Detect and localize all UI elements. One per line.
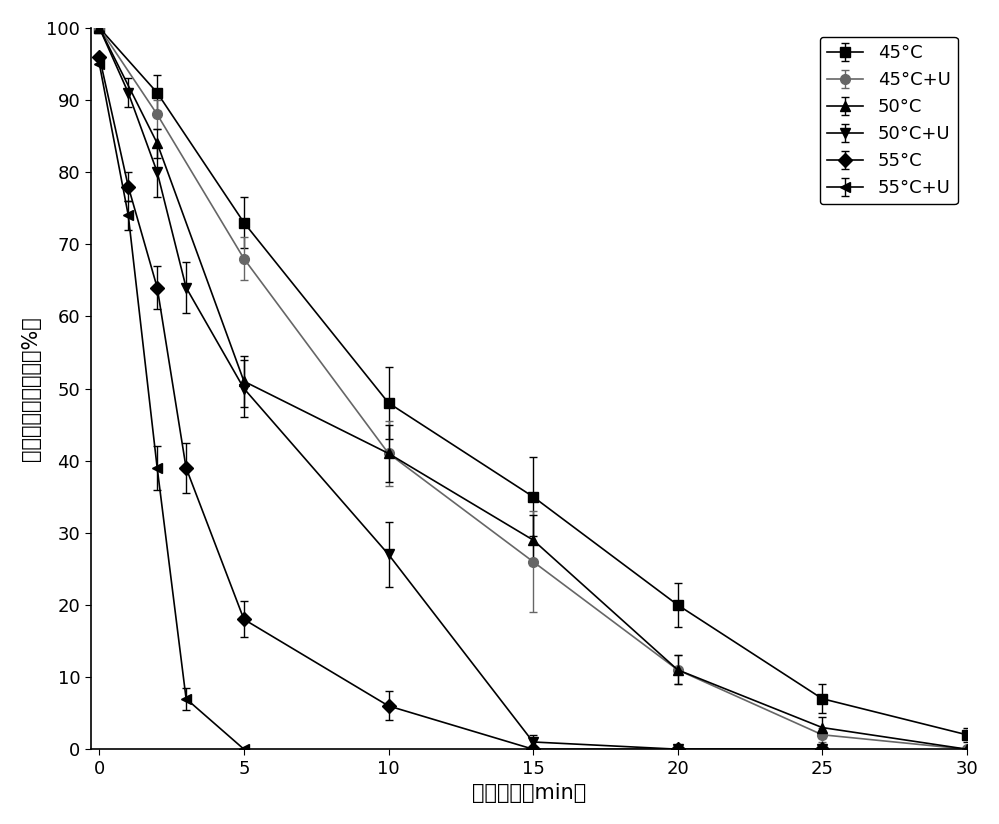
Legend: 45°C, 45°C+U, 50°C, 50°C+U, 55°C, 55°C+U: 45°C, 45°C+U, 50°C, 50°C+U, 55°C, 55°C+U — [820, 37, 958, 204]
Y-axis label: 钓蛋白酯相对活力（%）: 钓蛋白酯相对活力（%） — [21, 316, 41, 461]
X-axis label: 处理时间（min）: 处理时间（min） — [472, 783, 585, 803]
